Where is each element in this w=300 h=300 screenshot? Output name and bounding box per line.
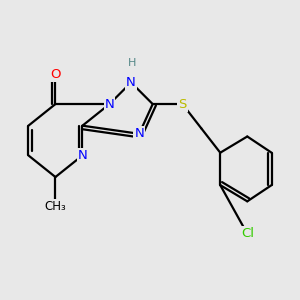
Text: O: O [50, 68, 61, 81]
Text: N: N [105, 98, 114, 111]
Text: Cl: Cl [241, 227, 254, 240]
Text: N: N [134, 127, 144, 140]
Text: CH₃: CH₃ [45, 200, 66, 213]
Text: H: H [128, 58, 136, 68]
Text: S: S [178, 98, 187, 111]
Text: N: N [78, 149, 87, 162]
Text: N: N [126, 76, 136, 89]
